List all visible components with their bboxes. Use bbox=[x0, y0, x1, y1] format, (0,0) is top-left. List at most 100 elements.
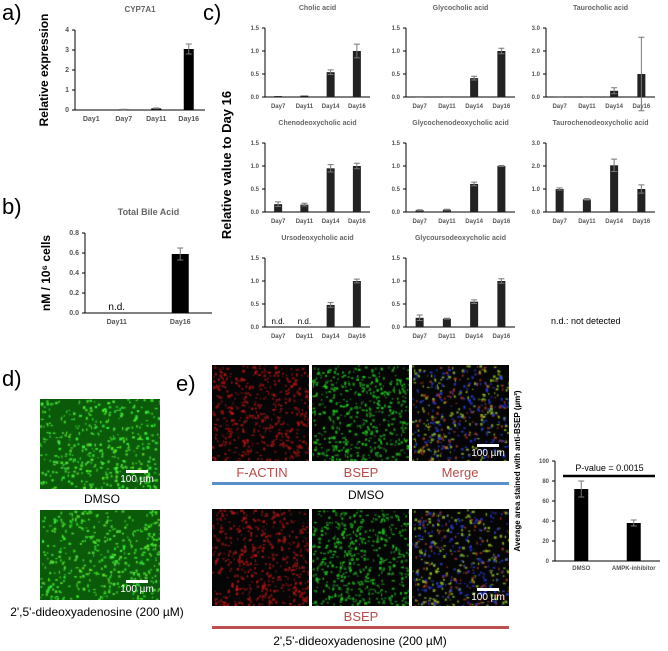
x-tick-label: Day14 bbox=[465, 334, 483, 340]
label-merge: Merge bbox=[441, 465, 479, 480]
error-bar bbox=[498, 47, 505, 55]
error-bar bbox=[638, 184, 645, 194]
x-tick-label: Day14 bbox=[605, 104, 623, 110]
micrograph-d-dmso bbox=[40, 399, 160, 489]
y-tick-label: 100 bbox=[539, 459, 550, 465]
error-bar bbox=[443, 317, 450, 320]
bar bbox=[274, 96, 283, 97]
y-tick-label: 0.0 bbox=[392, 95, 401, 101]
bar bbox=[470, 183, 479, 212]
treated-divider-line bbox=[212, 626, 509, 629]
micrograph-e-factin-treated bbox=[212, 509, 309, 606]
y-tick-label: 3.0 bbox=[532, 26, 541, 32]
bar bbox=[442, 318, 451, 327]
bar bbox=[470, 78, 479, 97]
y-tick-label: 0.4 bbox=[69, 270, 79, 277]
y-tick-label: 0.5 bbox=[251, 302, 260, 308]
chart-title: Total Bile Acid bbox=[118, 207, 180, 217]
x-tick-label: Day16 bbox=[178, 116, 199, 123]
x-tick-label: Day11 bbox=[296, 104, 314, 110]
bar bbox=[442, 97, 451, 98]
bar bbox=[442, 209, 451, 212]
scale-bar: 100 µm bbox=[117, 470, 157, 485]
y-tick-label: 0.0 bbox=[69, 310, 79, 317]
bar bbox=[352, 281, 361, 327]
scale-label: 100 µm bbox=[471, 592, 505, 603]
scale-bar: 100 µm bbox=[468, 588, 508, 603]
bar bbox=[352, 51, 361, 97]
scale-label: 100 µm bbox=[120, 584, 154, 595]
x-tick-label: Day16 bbox=[493, 219, 511, 225]
error-bar bbox=[416, 209, 423, 212]
chart-title: Cholic acid bbox=[299, 5, 336, 12]
error-bar bbox=[471, 299, 478, 305]
micrograph-e-bsep-dmso bbox=[312, 365, 409, 461]
not-detected-label: n.d. bbox=[108, 302, 125, 313]
x-tick-label: Day14 bbox=[322, 104, 340, 110]
x-tick-label: Day11 bbox=[578, 104, 596, 110]
panel-label-a: a) bbox=[2, 0, 22, 25]
x-tick-label: Day16 bbox=[493, 104, 511, 110]
y-tick-label: 1.0 bbox=[251, 164, 260, 170]
caption-treated: 2',5'-dideoxyadenosine (200 µM) bbox=[10, 605, 184, 619]
not-detected-note: n.d.: not detected bbox=[551, 316, 621, 326]
y-tick-label: 40 bbox=[542, 519, 549, 525]
y-tick-label: 0.2 bbox=[69, 290, 79, 297]
not-detected-label: n.d. bbox=[298, 317, 311, 326]
y-tick-label: 1.5 bbox=[251, 256, 260, 262]
y-tick-label: 1.5 bbox=[392, 26, 401, 32]
x-tick-label: Day7 bbox=[552, 219, 567, 225]
not-detected-label: n.d. bbox=[271, 317, 284, 326]
bar bbox=[497, 51, 506, 97]
y-tick-label: 0.0 bbox=[251, 210, 260, 216]
label-factin: F-ACTIN bbox=[236, 465, 288, 480]
y-tick-label: 1.5 bbox=[392, 256, 401, 262]
caption-e-dmso: DMSO bbox=[348, 488, 384, 502]
scale-label: 100 µm bbox=[471, 448, 505, 459]
chart-title: Ursodeoxycholic acid bbox=[281, 235, 353, 242]
y-tick-label: 1 bbox=[65, 87, 69, 94]
panel-label-e: e) bbox=[176, 371, 196, 396]
chart-c1: 0.0 0.5 1.0 1.5 Day7 Day11 Day14 Day16 Cholic ac… bbox=[251, 5, 370, 110]
x-tick-label: Day16 bbox=[170, 319, 191, 326]
y-tick-label: 3 bbox=[65, 47, 69, 54]
bar bbox=[555, 189, 564, 212]
y-tick-label: 4 bbox=[65, 27, 69, 34]
y-tick-label: 3.0 bbox=[532, 141, 541, 147]
chart-e: 0 20 40 60 80 100 DMSO AMPK-inhibitor Average ar… bbox=[513, 390, 660, 572]
micrograph-e-merge-dmso bbox=[412, 365, 509, 461]
bar bbox=[352, 166, 361, 212]
x-tick-label: Day16 bbox=[633, 219, 651, 225]
y-tick-label: 60 bbox=[542, 499, 549, 505]
error-bar bbox=[301, 202, 308, 207]
x-tick-label: Day11 bbox=[438, 104, 456, 110]
error-bar bbox=[471, 181, 478, 187]
x-tick-label: Day7 bbox=[115, 116, 132, 123]
y-tick-label: 1.0 bbox=[532, 72, 541, 78]
x-tick-label: Day11 bbox=[438, 334, 456, 340]
y-tick-label: 0.0 bbox=[251, 325, 260, 331]
bar bbox=[497, 281, 506, 327]
x-tick-label: Day7 bbox=[271, 334, 286, 340]
x-tick-label: Day16 bbox=[348, 334, 366, 340]
chart-title: Glycochenodeoxycholic acid bbox=[412, 120, 508, 127]
x-tick-label: Day14 bbox=[322, 219, 340, 225]
y-axis-title: Average area stained with anti-BSEP (µm²… bbox=[513, 390, 522, 551]
bar bbox=[555, 96, 564, 98]
chart-title: Chenodeoxycholic acid bbox=[278, 120, 356, 127]
error-bar bbox=[611, 87, 618, 95]
bar bbox=[415, 317, 424, 327]
y-tick-label: 1.0 bbox=[251, 279, 260, 285]
error-bar bbox=[327, 69, 334, 75]
bar bbox=[326, 304, 335, 327]
y-tick-label: 0.0 bbox=[532, 95, 541, 101]
error-bar bbox=[327, 302, 334, 308]
y-tick-label: 1.5 bbox=[392, 141, 401, 147]
error-bar bbox=[177, 247, 184, 261]
y-tick-label: 0.0 bbox=[392, 325, 401, 331]
y-tick-label: 0.5 bbox=[251, 72, 260, 78]
y-axis-title: nM / 10⁶ cells bbox=[39, 235, 53, 312]
x-tick-label: Day16 bbox=[348, 104, 366, 110]
error-bar bbox=[353, 43, 360, 59]
